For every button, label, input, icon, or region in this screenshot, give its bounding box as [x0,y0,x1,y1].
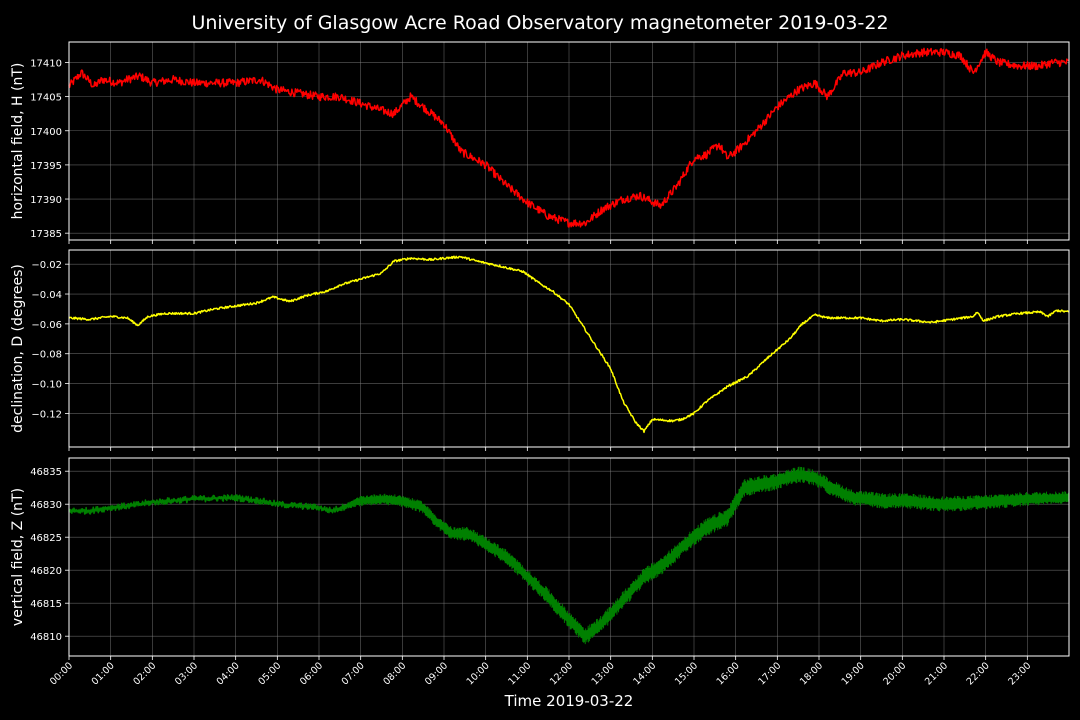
y-tick-label: −0.04 [31,290,62,301]
y-tick-label: 46830 [30,500,62,511]
series-line-horizontal-field [68,47,1070,228]
series-line-declination [68,255,1070,434]
series-line-vertical-field [68,471,1070,639]
y-axis-label: declination, D (degrees) [10,264,26,433]
y-axis-label: horizontal field, H (nT) [10,63,26,220]
y-tick-label: −0.08 [31,350,62,361]
y-tick-label: −0.12 [31,409,62,420]
y-axis-label: vertical field, Z (nT) [10,488,26,626]
y-tick-label: 17400 [30,127,62,138]
y-tick-label: 17385 [30,229,62,240]
axes-frame [68,249,1070,448]
y-tick-label: −0.10 [31,380,62,391]
y-tick-label: 17390 [30,195,62,206]
axes-frame [68,41,1070,241]
panel-declination: −0.02 −0.04 −0.06 −0.08 −0.10 −0.12 declinatio… [10,249,1070,451]
y-tick-label: 46815 [30,599,62,610]
y-tick-label: 46810 [30,632,62,643]
y-tick-label: 46825 [30,533,62,544]
x-axis-label: Time 2019-03-22 [504,692,634,710]
panel-horizontal-field: 17385 17390 17395 17400 17405 17410 horizontal… [10,41,1070,244]
axes-frame [68,457,1070,657]
y-tick-label: 17410 [30,58,62,69]
panel-vertical-field: 46810 46815 46820 46825 46830 46835 vertical f… [10,457,1070,660]
y-tick-label: 46820 [30,566,62,577]
chart-title: University of Glasgow Acre Road Observat… [191,12,888,34]
y-tick-label: 46835 [30,467,62,478]
y-tick-label: −0.02 [31,260,62,271]
y-tick-label: 17395 [30,161,62,172]
y-tick-label: 17405 [30,93,62,104]
y-tick-label: −0.06 [31,320,62,331]
